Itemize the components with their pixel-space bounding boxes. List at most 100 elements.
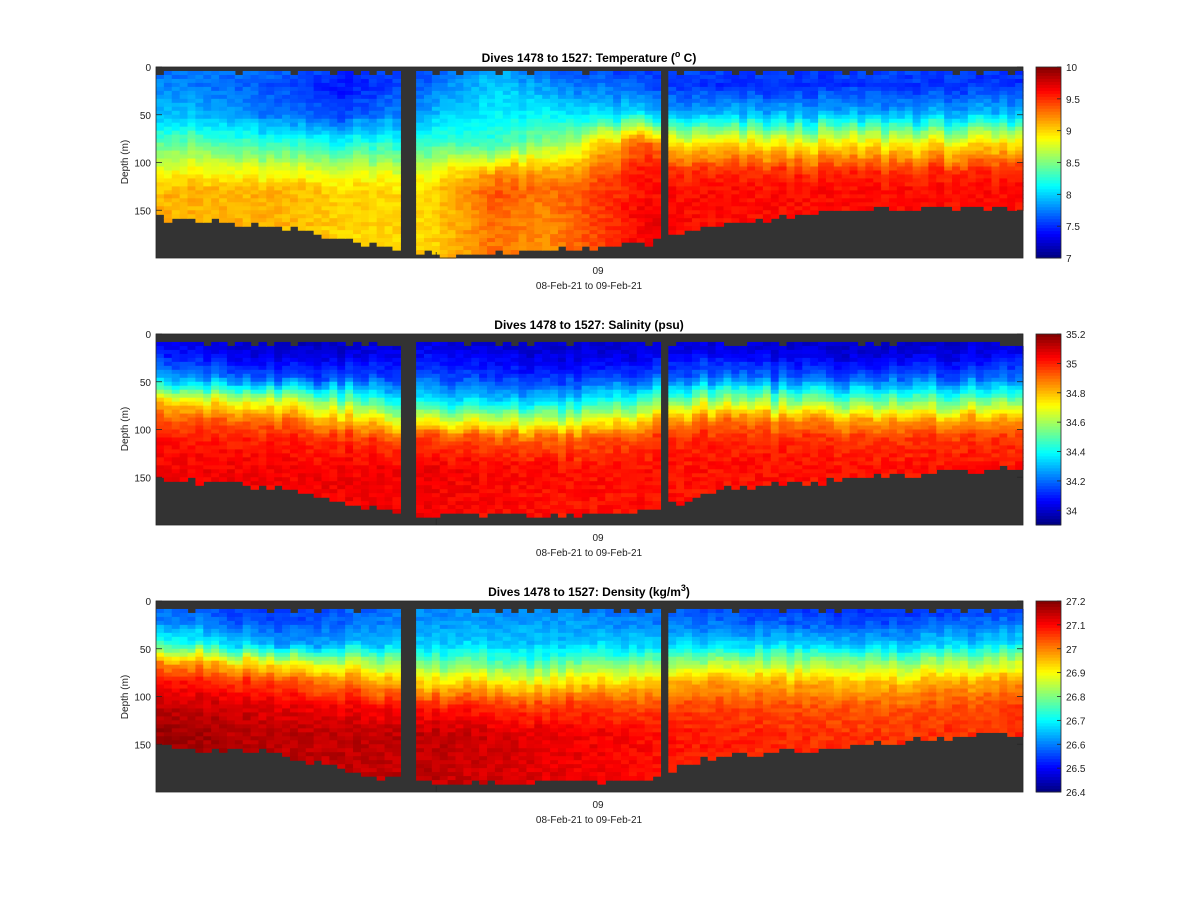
heatmap-cell xyxy=(243,190,251,195)
heatmap-cell xyxy=(329,178,337,183)
heatmap-cell xyxy=(235,178,243,183)
heatmap-cell xyxy=(991,111,999,116)
heatmap-cell xyxy=(684,202,692,207)
heatmap-cell xyxy=(779,174,787,179)
heatmap-cell xyxy=(763,139,771,144)
heatmap-cell xyxy=(597,147,605,152)
heatmap-cell xyxy=(605,135,613,140)
heatmap-cell xyxy=(432,190,440,195)
heatmap-cell xyxy=(526,151,534,156)
heatmap-cell xyxy=(172,115,180,120)
heatmap-cell xyxy=(787,143,795,148)
heatmap-cell xyxy=(739,178,747,183)
heatmap-cell xyxy=(936,139,944,144)
heatmap-cell xyxy=(637,166,645,171)
heatmap-cell xyxy=(621,87,629,92)
heatmap-cell xyxy=(739,135,747,140)
heatmap-cell xyxy=(203,433,211,438)
heatmap-cell xyxy=(251,394,259,399)
heatmap-cell xyxy=(487,163,495,168)
heatmap-cell xyxy=(385,79,393,84)
heatmap-cell xyxy=(802,206,810,211)
heatmap-cell xyxy=(345,151,353,156)
heatmap-cell xyxy=(550,91,558,96)
heatmap-cell xyxy=(881,127,889,132)
heatmap-cell xyxy=(471,210,479,215)
heatmap-cell xyxy=(944,174,952,179)
heatmap-cell xyxy=(574,127,582,132)
heatmap-cell xyxy=(479,79,487,84)
heatmap-cell xyxy=(172,107,180,112)
heatmap-cell xyxy=(519,131,527,136)
heatmap-cell xyxy=(337,87,345,92)
heatmap-cell xyxy=(613,115,621,120)
heatmap-cell xyxy=(172,75,180,80)
heatmap-cell xyxy=(361,186,369,191)
heatmap-cell xyxy=(676,83,684,88)
heatmap-cell xyxy=(235,394,243,399)
heatmap-cell xyxy=(747,75,755,80)
heatmap-cell xyxy=(164,394,172,399)
heatmap-cell xyxy=(968,75,976,80)
heatmap-cell xyxy=(684,71,692,76)
heatmap-cell xyxy=(258,433,266,438)
heatmap-cell xyxy=(416,234,424,239)
heatmap-cell xyxy=(842,198,850,203)
heatmap-cell xyxy=(723,182,731,187)
heatmap-cell xyxy=(385,238,393,243)
heatmap-cell xyxy=(818,111,826,116)
heatmap-cell xyxy=(266,350,274,355)
heatmap-cell xyxy=(188,473,196,478)
heatmap-cell xyxy=(377,83,385,88)
heatmap-cell xyxy=(818,159,826,164)
heatmap-cell xyxy=(747,174,755,179)
heatmap-cell xyxy=(960,95,968,100)
heatmap-cell xyxy=(676,226,684,231)
heatmap-cell xyxy=(479,71,487,76)
heatmap-cell xyxy=(653,198,661,203)
heatmap-cell xyxy=(188,194,196,199)
heatmap-cell xyxy=(747,111,755,116)
heatmap-cell xyxy=(290,107,298,112)
heatmap-cell xyxy=(385,119,393,124)
heatmap-cell xyxy=(645,103,653,108)
heatmap-cell xyxy=(960,123,968,128)
heatmap-cell xyxy=(156,190,164,195)
heatmap-cell xyxy=(385,202,393,207)
heatmap-cell xyxy=(432,178,440,183)
heatmap-cell xyxy=(968,95,976,100)
heatmap-cell xyxy=(755,91,763,96)
heatmap-cell xyxy=(290,402,298,407)
heatmap-cell xyxy=(779,87,787,92)
heatmap-cell xyxy=(495,127,503,132)
heatmap-cell xyxy=(243,418,251,423)
heatmap-cell xyxy=(258,426,266,431)
colorbar-tick-label: 8 xyxy=(1066,190,1072,201)
heatmap-cell xyxy=(274,206,282,211)
heatmap-cell xyxy=(314,131,322,136)
heatmap-cell xyxy=(258,123,266,128)
heatmap-cell xyxy=(172,91,180,96)
heatmap-cell xyxy=(676,123,684,128)
heatmap-cell xyxy=(353,166,361,171)
heatmap-cell xyxy=(172,194,180,199)
heatmap-cell xyxy=(534,155,542,160)
heatmap-cell xyxy=(203,95,211,100)
heatmap-cell xyxy=(258,441,266,446)
heatmap-cell xyxy=(211,119,219,124)
heatmap-cell xyxy=(274,477,282,482)
heatmap-cell xyxy=(306,194,314,199)
heatmap-cell xyxy=(794,210,802,215)
heatmap-cell xyxy=(251,461,259,466)
heatmap-cell xyxy=(456,178,464,183)
heatmap-cell xyxy=(495,174,503,179)
heatmap-cell xyxy=(337,218,345,223)
heatmap-cell xyxy=(416,174,424,179)
heatmap-cell xyxy=(936,123,944,128)
heatmap-cell xyxy=(188,159,196,164)
heatmap-cell xyxy=(495,210,503,215)
heatmap-cell xyxy=(826,202,834,207)
heatmap-cell xyxy=(590,111,598,116)
heatmap-cell xyxy=(306,103,314,108)
heatmap-cell xyxy=(416,131,424,136)
